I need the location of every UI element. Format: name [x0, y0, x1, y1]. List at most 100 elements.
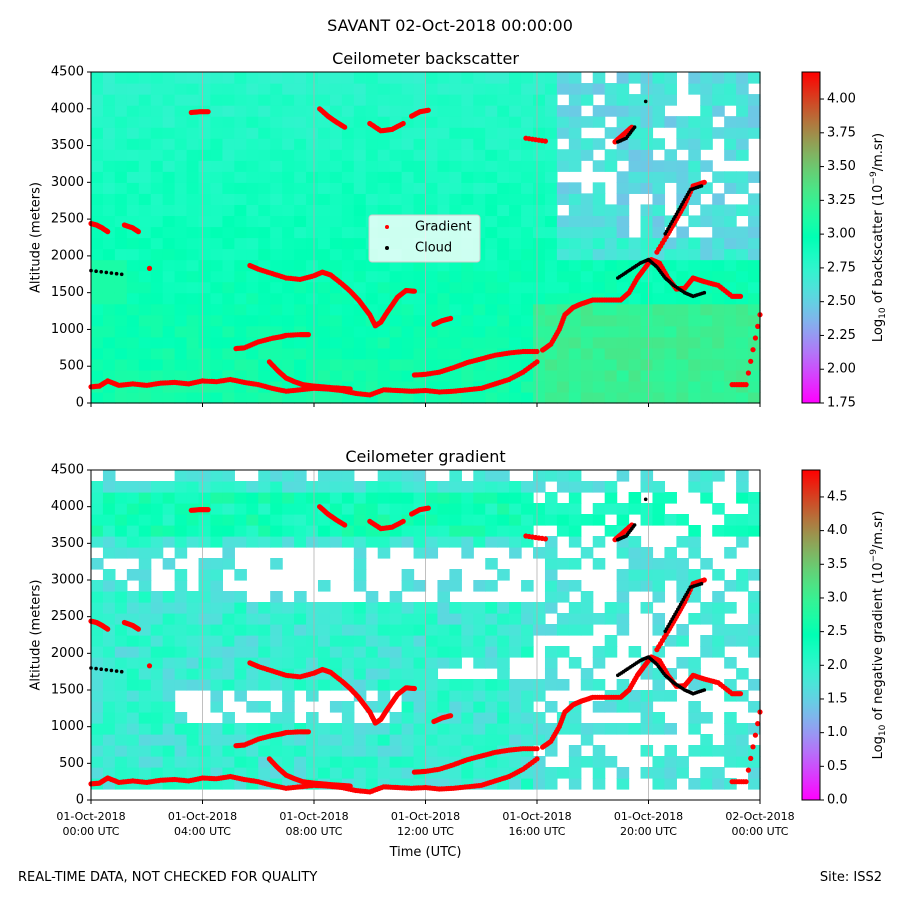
y-axis-label: Altitude (meters) — [29, 182, 44, 293]
gradient-point — [448, 713, 454, 719]
y-tick-label: 3500 — [51, 138, 84, 153]
backscatter-panel: 0 500 1000 1500 2000 2500 3000 3500 4000 4500 Ceil… — [29, 49, 888, 411]
colorbar-tick-label: 2.00 — [827, 362, 856, 377]
y-tick-label: 1000 — [51, 322, 84, 337]
colorbar-label: Log10 of backscatter (10−9/m.sr) — [869, 133, 888, 342]
y-tick-label: 4000 — [51, 101, 84, 116]
x-tick-label-time: 20:00 UTC — [620, 825, 677, 838]
legend-label: Cloud — [415, 241, 452, 256]
cloud-point — [632, 125, 637, 129]
y-tick-label: 1500 — [51, 683, 84, 698]
gradient-point — [748, 358, 754, 364]
legend-marker — [385, 246, 389, 250]
y-tick-label: 2000 — [51, 646, 84, 661]
gradient-point — [542, 138, 549, 144]
gradient-point — [701, 577, 707, 583]
cloud-point — [109, 668, 114, 673]
colorbar-tick-label: 2.75 — [827, 260, 856, 275]
colorbar-tick-label: 4.00 — [827, 92, 856, 107]
gradient-point — [752, 732, 759, 738]
gradient-point — [745, 370, 752, 376]
x-tick-label-time: 16:00 UTC — [508, 825, 565, 838]
gradient-point — [750, 347, 756, 353]
cloud-point — [702, 290, 707, 295]
gradient-point — [755, 323, 761, 329]
colorbar-tick-label: 2.5 — [827, 624, 848, 639]
gradient-point — [737, 691, 744, 697]
gradient-point — [105, 626, 111, 632]
site-label: Site: ISS2 — [819, 870, 882, 885]
gradient-point — [748, 755, 754, 762]
y-tick-label: 3000 — [51, 573, 84, 588]
y-tick-label: 4000 — [51, 499, 84, 514]
colorbar-tick-label: 2.50 — [827, 294, 856, 309]
cloud-point — [114, 669, 119, 673]
cloud-point — [699, 581, 704, 586]
x-tick-label-date: 01-Oct-2018 — [614, 810, 683, 823]
y-tick-label: 1500 — [51, 285, 84, 300]
legend: Gradient Cloud — [368, 214, 481, 263]
colorbar-tick-label: 1.0 — [827, 725, 848, 740]
y-tick-label: 500 — [59, 359, 84, 374]
gradient-point — [743, 382, 749, 388]
gradient-point — [701, 179, 707, 185]
x-tick-label-time: 12:00 UTC — [397, 825, 454, 838]
x-tick-label-date: 01-Oct-2018 — [502, 810, 571, 823]
y-tick-label: 4500 — [51, 65, 84, 80]
gradient-point — [411, 685, 417, 692]
gradient-point — [425, 107, 431, 113]
gradient-point — [534, 746, 540, 752]
x-tick-label-time: 04:00 UTC — [174, 825, 231, 838]
gradient-point — [448, 315, 454, 321]
gradient-point — [411, 288, 417, 294]
cloud-point — [99, 270, 103, 274]
colorbar-tick-label: 2.0 — [827, 658, 848, 673]
gradient-point — [146, 663, 153, 669]
colorbar-tick-label: 3.25 — [827, 193, 856, 208]
x-tick-label-date: 02-Oct-2018 — [725, 810, 794, 823]
gradient-panel: 0 500 1000 1500 2000 2500 3000 3500 4000 4500 01-O… — [29, 447, 888, 860]
colorbar-tick-label: 0.5 — [827, 759, 848, 774]
colorbar-tick-label: 1.5 — [827, 691, 848, 706]
colorbar-tick-label: 3.75 — [827, 125, 856, 140]
legend-marker — [385, 225, 389, 229]
cloud-point — [643, 497, 648, 502]
colorbar-tick-label: 4.5 — [827, 489, 848, 504]
y-tick-label: 0 — [76, 793, 84, 808]
y-tick-label: 0 — [76, 396, 84, 411]
gradient-point — [347, 386, 353, 392]
y-tick-label: 2500 — [51, 609, 84, 624]
gradient-point — [743, 779, 749, 785]
cloud-point — [94, 269, 98, 274]
colorbar-label: Log10 of negative gradient (10−9/m.sr) — [869, 511, 888, 760]
quality-disclaimer: REAL-TIME DATA, NOT CHECKED FOR QUALITY — [18, 870, 318, 885]
gradient-point — [745, 767, 752, 773]
gradient-point — [737, 293, 744, 299]
x-tick-label-time: 00:00 UTC — [62, 825, 119, 838]
cloud-point — [702, 688, 707, 692]
y-tick-label: 500 — [59, 756, 84, 771]
gradient-point — [755, 721, 761, 727]
legend-box — [368, 214, 481, 263]
gradient-point — [347, 783, 353, 789]
gradient-point — [135, 626, 141, 632]
colorbar-tick-label: 3.0 — [827, 590, 848, 605]
panel-title: Ceilometer backscatter — [332, 49, 519, 68]
cloud-point — [114, 271, 119, 276]
gradient-point — [205, 507, 211, 513]
cloud-point — [119, 669, 124, 674]
y-tick-label: 3500 — [51, 536, 84, 551]
colorbar-tick-label: 0.0 — [827, 793, 848, 808]
cloud-point — [94, 666, 98, 671]
gradient-point — [342, 522, 348, 528]
gradient-point — [750, 744, 756, 750]
colorbar-tick-label: 3.5 — [827, 557, 848, 572]
figure-title: SAVANT 02-Oct-2018 00:00:00 — [327, 16, 573, 35]
cloud-point — [119, 272, 124, 277]
gradient-point — [305, 332, 311, 338]
x-tick-label-date: 01-Oct-2018 — [391, 810, 460, 823]
colorbar — [801, 469, 821, 801]
legend-label: Gradient — [415, 220, 472, 235]
gradient-point — [534, 359, 540, 365]
